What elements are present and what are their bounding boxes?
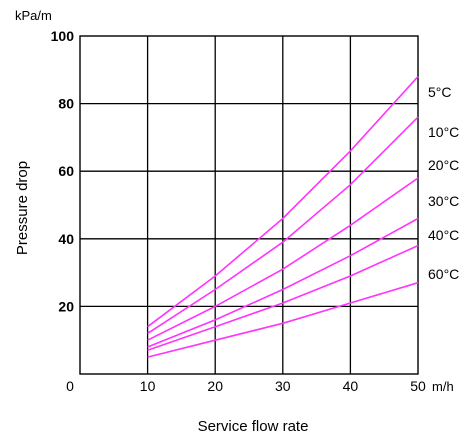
x-axis-title: Service flow rate <box>198 418 309 435</box>
y-tick-label: 100 <box>51 28 75 44</box>
series-label: 5°C <box>428 84 452 100</box>
series-labels: 5°C 10°C 20°C 30°C 40°C 60°C <box>428 84 459 282</box>
series-line <box>147 281 419 358</box>
y-tick-label: 20 <box>58 298 74 314</box>
x-axis-ticks: 0 10 20 30 40 50 <box>66 378 426 394</box>
x-tick-label: 0 <box>66 378 74 394</box>
x-tick-label: 10 <box>140 378 156 394</box>
plot-frame <box>79 35 419 375</box>
series-line <box>147 76 419 328</box>
series-lines <box>147 76 419 358</box>
series-line <box>147 177 419 341</box>
series-label: 30°C <box>428 193 459 209</box>
x-axis-unit: m/h <box>432 379 454 394</box>
series-line <box>147 217 419 348</box>
x-tick-label: 30 <box>275 378 291 394</box>
y-tick-label: 60 <box>58 163 74 179</box>
x-tick-label: 50 <box>410 378 426 394</box>
series-label: 60°C <box>428 266 459 282</box>
x-tick-label: 40 <box>343 378 359 394</box>
x-tick-label: 20 <box>207 378 223 394</box>
y-axis-unit: kPa/m <box>15 8 52 23</box>
y-tick-label: 80 <box>58 96 74 112</box>
series-label: 10°C <box>428 124 459 140</box>
series-line <box>147 244 419 352</box>
series-label: 40°C <box>428 227 459 243</box>
grid <box>80 36 418 374</box>
y-tick-label: 40 <box>58 231 74 247</box>
series-label: 20°C <box>428 157 459 173</box>
y-axis-title: Pressure drop <box>14 161 31 255</box>
y-axis-ticks: 20 40 60 80 100 <box>51 28 75 314</box>
series-line <box>147 116 419 335</box>
